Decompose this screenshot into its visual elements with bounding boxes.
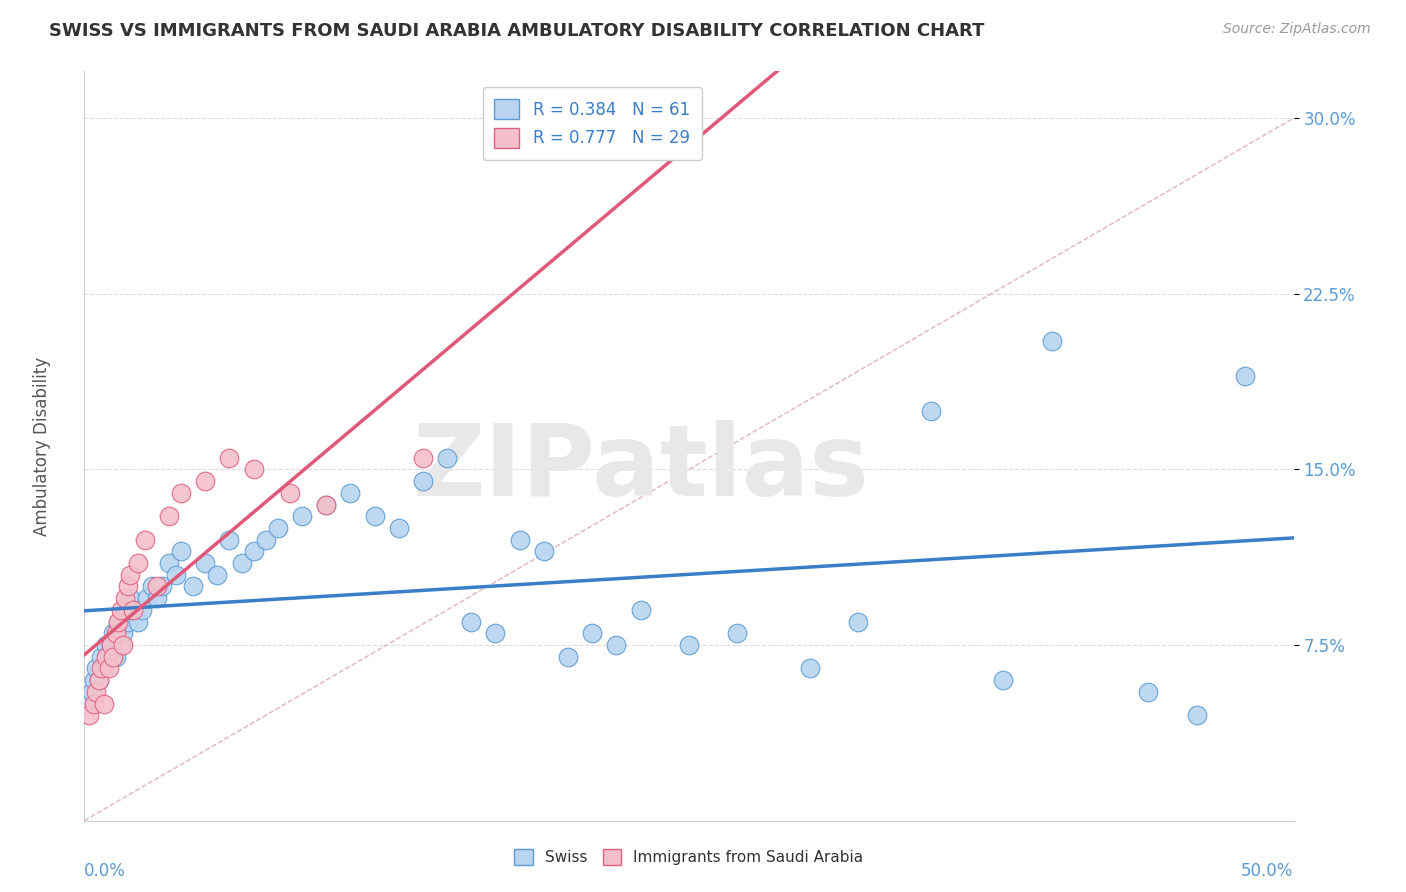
Point (170, 544, 193, 558)
Point (112, 638, 135, 652)
Point (136, 591, 159, 606)
Point (100, 638, 122, 652)
Point (1137, 685, 1160, 699)
Text: Source: ZipAtlas.com: Source: ZipAtlas.com (1223, 22, 1371, 37)
Point (993, 673, 1015, 688)
Point (104, 649, 127, 664)
Point (86, 661, 108, 675)
Point (315, 498, 337, 512)
Point (117, 580, 139, 594)
Point (363, 509, 385, 524)
Point (231, 556, 253, 570)
Point (103, 626, 125, 640)
Point (94, 638, 117, 652)
Point (127, 556, 149, 570)
Point (141, 580, 163, 594)
Point (181, 580, 204, 594)
Point (207, 567, 229, 582)
Point (1234, 368, 1257, 383)
Text: 0.0%: 0.0% (84, 862, 127, 880)
Point (112, 626, 135, 640)
Point (581, 626, 603, 640)
Point (83, 697, 105, 711)
Point (799, 661, 821, 675)
Point (533, 544, 555, 558)
Point (110, 603, 132, 617)
Point (104, 626, 127, 640)
Point (725, 626, 748, 640)
Point (114, 591, 136, 606)
Point (87, 673, 110, 688)
Point (107, 615, 129, 629)
Point (194, 556, 217, 570)
Point (484, 626, 506, 640)
Point (846, 615, 869, 629)
Point (117, 615, 139, 629)
Point (1040, 334, 1063, 348)
Point (920, 404, 942, 418)
Point (94, 649, 117, 664)
Point (77, 708, 100, 723)
Point (97, 661, 120, 675)
Point (134, 533, 156, 547)
Text: Ambulatory Disability: Ambulatory Disability (32, 357, 51, 535)
Point (165, 567, 187, 582)
Point (121, 603, 143, 617)
Point (103, 649, 125, 664)
Point (242, 544, 264, 558)
Point (218, 450, 240, 465)
Point (339, 485, 361, 500)
Point (267, 521, 290, 535)
Point (1185, 708, 1208, 723)
Point (254, 533, 277, 547)
Text: SWISS VS IMMIGRANTS FROM SAUDI ARABIA AMBULATORY DISABILITY CORRELATION CHART: SWISS VS IMMIGRANTS FROM SAUDI ARABIA AM… (49, 22, 984, 40)
Point (100, 638, 122, 652)
Point (107, 615, 129, 629)
Legend: Swiss, Immigrants from Saudi Arabia: Swiss, Immigrants from Saudi Arabia (506, 842, 872, 873)
Point (121, 603, 143, 617)
Point (605, 638, 627, 652)
Point (97, 649, 120, 664)
Point (218, 533, 240, 547)
Point (80, 685, 103, 699)
Point (93, 697, 115, 711)
Point (120, 591, 142, 606)
Point (170, 485, 193, 500)
Point (87, 673, 110, 688)
Point (412, 450, 434, 465)
Point (242, 462, 264, 476)
Point (194, 474, 217, 488)
Text: 50.0%: 50.0% (1241, 862, 1294, 880)
Point (436, 450, 458, 465)
Point (278, 485, 301, 500)
Point (83, 673, 105, 688)
Point (291, 509, 314, 524)
Point (110, 638, 132, 652)
Point (460, 615, 482, 629)
Point (315, 498, 337, 512)
Point (146, 580, 169, 594)
Point (77, 697, 100, 711)
Point (157, 556, 180, 570)
Point (93, 661, 115, 675)
Point (150, 580, 173, 594)
Point (146, 591, 169, 606)
Point (127, 615, 149, 629)
Point (131, 603, 153, 617)
Point (90, 661, 112, 675)
Point (86, 685, 108, 699)
Point (509, 533, 531, 547)
Point (114, 603, 136, 617)
Point (412, 474, 434, 488)
Point (557, 649, 579, 664)
Point (630, 603, 652, 617)
Point (678, 638, 700, 652)
Point (120, 567, 142, 582)
Point (388, 521, 411, 535)
Point (157, 509, 180, 524)
Point (90, 649, 112, 664)
Text: ZIPatlas: ZIPatlas (412, 420, 869, 517)
